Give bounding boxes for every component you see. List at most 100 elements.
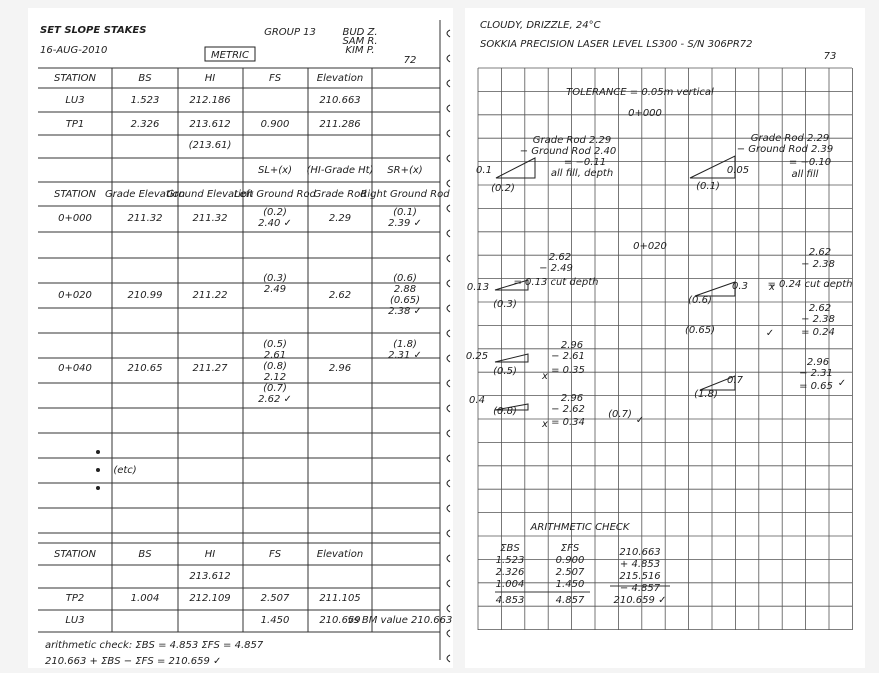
slope-sketch [495, 157, 536, 179]
group-header: SL+(x) [258, 165, 292, 176]
group-header: (HI-Grade Ht) [307, 165, 374, 176]
group: GROUP 13 [264, 27, 316, 38]
binding-ring [446, 104, 451, 113]
field-note: − 2.61 [551, 351, 585, 362]
binding-ring [446, 404, 451, 413]
field-note: (0.7) [608, 409, 632, 420]
field-note: = 0.65 [799, 381, 833, 392]
check-value: 1.004 [496, 579, 525, 590]
cell-entry: 2.88 [394, 284, 416, 295]
cell: 210.65 [128, 363, 163, 374]
binding-ring [446, 129, 451, 138]
cell-entry: (0.5) [263, 339, 287, 350]
field-note: 0.13 [467, 282, 489, 293]
cell: 1.450 [261, 615, 290, 626]
field-note: (0.2) [491, 183, 515, 194]
binding-ring [446, 279, 451, 288]
field-note: 2.62 [809, 303, 831, 314]
field-note: all fill, depth [551, 168, 613, 179]
check-value: 2.326 [496, 567, 525, 578]
continuation-dot [96, 450, 100, 454]
binding-ring [446, 229, 451, 238]
field-note: 2.96 [807, 357, 829, 368]
binding-ring [446, 579, 451, 588]
field-note: = −0.11 [564, 157, 606, 168]
field-note: 2.96 [561, 340, 583, 351]
check-value: 210.663 [619, 547, 660, 558]
cell: TP1 [66, 119, 85, 130]
column-header: HI [205, 73, 216, 84]
check-value: 1.523 [496, 555, 525, 566]
instrument: SOKKIA PRECISION LASER LEVEL LS300 - S/N… [480, 39, 753, 50]
cell: 2.29 [329, 213, 351, 224]
field-note: 0.05 [727, 165, 749, 176]
column-header: FS [269, 549, 282, 560]
cell-entry: (1.8) [393, 339, 417, 350]
column-header: STATION [54, 73, 97, 84]
crew-member: SAM R. [342, 36, 377, 47]
cell: 210.99 [128, 290, 163, 301]
binding-ring [446, 629, 451, 638]
cell: LU3 [65, 95, 84, 106]
field-note: x [541, 419, 548, 430]
field-note: = −0.10 [789, 157, 831, 168]
field-note: ✓ [838, 378, 846, 389]
cell: 211.286 [319, 119, 360, 130]
binding-ring [446, 204, 451, 213]
binding-ring [446, 354, 451, 363]
field-note: 0+000 [628, 108, 662, 119]
field-note: 2.96 [561, 393, 583, 404]
cell: 210.659 [319, 615, 360, 626]
field-note: − 2.62 [551, 404, 585, 415]
field-note: = 0.13 cut depth [513, 277, 598, 288]
column-header: Ground Elevation [167, 189, 254, 200]
units-box [204, 46, 256, 62]
field-note: − 2.38 [801, 259, 835, 270]
binding-ring [446, 254, 451, 263]
date: 16-AUG-2010 [40, 45, 107, 56]
check-value: 2.507 [556, 567, 585, 578]
cell: 212.109 [189, 593, 230, 604]
binding-ring [446, 29, 451, 38]
field-note: (0.65) [685, 325, 715, 336]
field-note: = 0.34 [551, 417, 585, 428]
field-note: = 0.35 [551, 365, 585, 376]
check-header: ΣBS [500, 543, 520, 554]
column-header: BS [138, 73, 152, 84]
cell-entry: 2.12 [264, 372, 286, 383]
cell: 210.663 [319, 95, 360, 106]
cell-entry: (0.1) [393, 207, 417, 218]
check-value: 4.853 [496, 595, 525, 606]
column-header: BS [138, 549, 152, 560]
cell: 2.326 [131, 119, 160, 130]
binding-ring [446, 504, 451, 513]
slope-sketch [694, 281, 736, 297]
field-note: − 2.31 [799, 368, 833, 379]
field-note: (0.5) [493, 366, 517, 377]
cell: 0+020 [58, 290, 92, 301]
cell: LU3 [65, 615, 84, 626]
cell-entry: (0.8) [263, 361, 287, 372]
binding-ring [446, 654, 451, 663]
group-header: SR+(x) [387, 165, 422, 176]
cell: 212.186 [189, 95, 230, 106]
cell-entry: (0.65) [390, 295, 420, 306]
check-title: ARITHMETIC CHECK [530, 522, 631, 533]
binding-ring [446, 304, 451, 313]
check-header: ΣFS [561, 543, 580, 554]
cell: 211.32 [128, 213, 163, 224]
binding-ring [446, 154, 451, 163]
field-note: 0.1 [476, 165, 492, 176]
check-value: 4.857 [556, 595, 585, 606]
left-page [28, 8, 453, 668]
field-note: − Ground Rod 2.39 [737, 144, 834, 155]
binding-ring [446, 554, 451, 563]
field-note: x [541, 371, 548, 382]
field-note: 2.62 [809, 247, 831, 258]
field-note: (1.8) [694, 389, 718, 400]
column-header: STATION [54, 189, 97, 200]
binding-ring [446, 429, 451, 438]
binding-ring [446, 379, 451, 388]
field-note: all fill [792, 169, 819, 180]
